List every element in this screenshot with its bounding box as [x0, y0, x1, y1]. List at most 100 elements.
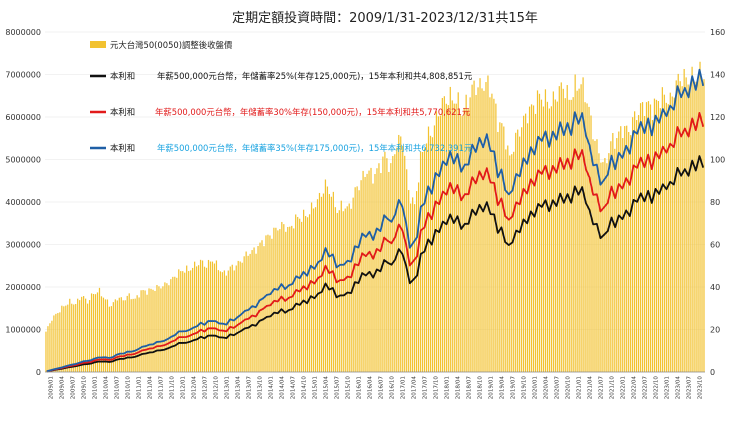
price-bar: [100, 296, 103, 372]
price-bar: [594, 140, 596, 372]
price-bar: [241, 262, 243, 372]
price-bar: [469, 97, 471, 373]
price-bar: [98, 287, 101, 372]
price-bar: [316, 199, 319, 372]
price-bar: [75, 303, 77, 372]
price-bar: [701, 81, 703, 372]
price-bar: [410, 203, 412, 372]
value-line-3: [46, 68, 705, 373]
price-bar: [457, 92, 459, 372]
price-bar: [471, 84, 473, 373]
legend-swatch-price: [90, 41, 106, 48]
y-left-tick-label: 7000000: [5, 71, 41, 80]
price-bar: [366, 173, 368, 372]
price-bar: [146, 294, 148, 372]
price-bar: [221, 272, 223, 372]
price-bar: [491, 93, 493, 372]
price-bar: [79, 300, 81, 372]
price-bar: [503, 126, 505, 372]
price-bar: [45, 331, 47, 373]
price-bar: [449, 86, 451, 373]
price-bar: [322, 193, 325, 372]
price-bar: [521, 127, 523, 373]
price-bar: [154, 290, 156, 372]
x-tick-label: 2010/10: [126, 376, 132, 400]
price-bar: [130, 299, 132, 372]
x-tick-label: 2021/10: [610, 376, 616, 400]
x-tick-label: 2011/01: [137, 376, 143, 400]
price-bar: [73, 304, 75, 372]
x-tick-label: 2012/10: [214, 376, 220, 400]
price-bar: [477, 87, 479, 373]
x-tick-label: 2012/07: [203, 376, 209, 400]
price-bar: [51, 320, 53, 372]
price-bar: [461, 116, 463, 372]
x-tick-label: 2015/10: [346, 376, 352, 400]
x-tick-label: 2020/07: [555, 376, 561, 400]
price-bar: [455, 103, 457, 372]
price-bar: [334, 207, 336, 372]
price-bar: [532, 105, 535, 372]
price-bar: [663, 94, 665, 372]
price-bar: [580, 84, 582, 373]
price-bar: [386, 158, 388, 372]
price-bar: [526, 123, 529, 372]
price-bar: [481, 88, 483, 373]
price-bar: [305, 216, 307, 372]
y-right-tick-label: 120: [710, 113, 725, 122]
price-bar: [628, 132, 630, 372]
price-bar: [128, 293, 130, 372]
price-bar: [53, 315, 55, 372]
price-bar: [314, 207, 317, 372]
price-bar: [530, 104, 533, 373]
x-tick-label: 2017/04: [412, 376, 418, 400]
price-bar: [554, 99, 556, 373]
price-bar: [354, 187, 356, 372]
price-bar: [479, 78, 481, 372]
value-line-1: [46, 155, 705, 373]
price-bar: [421, 151, 424, 372]
x-tick-label: 2011/04: [148, 376, 154, 400]
price-bar: [487, 75, 489, 372]
y-right-tick-label: 0: [710, 368, 715, 377]
price-bar: [441, 97, 443, 372]
price-bar: [172, 276, 174, 372]
y-axis-left: 0 1000000 2000000 3000000 4000000 5000000 6000…: [5, 28, 41, 377]
y-left-tick-label: 2000000: [5, 283, 41, 292]
price-bar: [402, 145, 404, 372]
price-bar: [332, 191, 334, 372]
price-bar: [61, 305, 63, 372]
price-bar: [639, 103, 642, 372]
price-bar: [651, 119, 654, 372]
price-bar: [431, 137, 434, 372]
x-tick-label: 2016/01: [357, 376, 363, 400]
price-bar: [655, 99, 658, 373]
price-bar: [106, 299, 109, 372]
price-bar: [497, 131, 499, 372]
price-bar: [384, 151, 386, 372]
price-bar: [293, 228, 295, 372]
price-bar: [330, 196, 332, 372]
price-bar: [67, 304, 69, 372]
x-tick-label: 2020/04: [544, 376, 550, 400]
price-bar: [57, 313, 59, 372]
price-bar: [69, 298, 71, 372]
price-bar: [511, 154, 513, 372]
price-bar: [380, 173, 382, 372]
x-tick-label: 2011/07: [159, 376, 165, 400]
price-bar: [596, 139, 598, 372]
price-bar: [697, 79, 699, 372]
x-tick-label: 2016/04: [368, 376, 374, 400]
price-bar: [301, 221, 303, 372]
price-bar: [231, 264, 233, 372]
price-bar: [184, 272, 186, 372]
x-tick-label: 2019/07: [511, 376, 517, 400]
price-bar: [538, 93, 541, 373]
legend: 元大台灣50(0050)調整後收盤價 本利和 年薪500,000元台幣，年儲蓄率…: [90, 40, 473, 153]
price-bar: [499, 122, 501, 372]
price-bar: [120, 297, 122, 372]
price-bar: [297, 216, 299, 372]
price-bar: [398, 134, 400, 372]
price-bar: [582, 77, 584, 372]
price-bar: [102, 297, 105, 372]
